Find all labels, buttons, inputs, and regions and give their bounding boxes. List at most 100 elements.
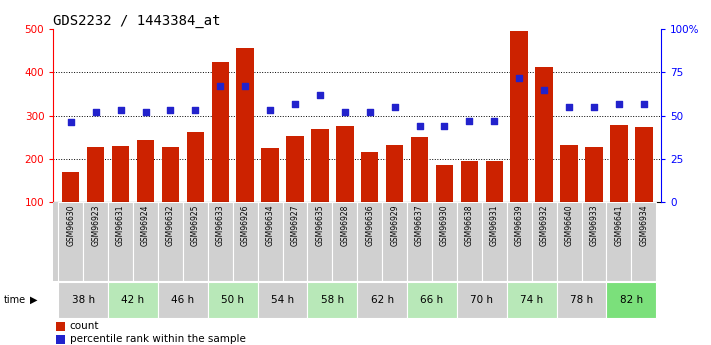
Bar (56, 322, 65, 331)
Bar (432, 202, 457, 281)
Bar (411, 137, 428, 245)
Text: GSM96933: GSM96933 (589, 204, 599, 246)
Bar (457, 202, 482, 281)
Point (90, 109, 102, 115)
Point (289, 101, 301, 106)
Bar (237, 48, 254, 245)
Text: GSM96926: GSM96926 (240, 204, 250, 246)
Bar (332, 202, 357, 281)
Text: GSM96638: GSM96638 (465, 204, 474, 246)
Bar (208, 282, 257, 318)
Text: GSM96639: GSM96639 (515, 204, 524, 246)
Text: GSM96632: GSM96632 (166, 204, 175, 246)
Point (538, 87, 550, 92)
Bar (307, 202, 332, 281)
Text: count: count (70, 322, 100, 331)
Bar (482, 202, 507, 281)
Bar (56, 335, 65, 344)
Bar (183, 202, 208, 281)
Text: GSM96930: GSM96930 (440, 204, 449, 246)
Text: GSM96640: GSM96640 (565, 204, 574, 246)
Bar (407, 282, 457, 318)
Bar (510, 31, 528, 245)
Point (389, 104, 400, 110)
Bar (560, 145, 578, 245)
Point (215, 83, 226, 89)
Bar (407, 202, 432, 281)
Text: GSM96635: GSM96635 (316, 204, 324, 246)
Text: 42 h: 42 h (122, 295, 144, 305)
Text: 78 h: 78 h (570, 295, 593, 305)
Text: GSM96923: GSM96923 (91, 204, 100, 246)
Point (613, 101, 624, 106)
Bar (357, 282, 407, 318)
Bar (262, 148, 279, 245)
Text: GSM96927: GSM96927 (291, 204, 299, 246)
Bar (62, 171, 80, 245)
Text: ▶: ▶ (31, 295, 38, 305)
Bar (631, 202, 656, 281)
Text: 50 h: 50 h (221, 295, 244, 305)
Point (314, 92, 326, 98)
Bar (436, 165, 453, 245)
Bar (457, 282, 507, 318)
Point (464, 118, 475, 124)
Point (439, 123, 450, 129)
Text: GSM96630: GSM96630 (66, 204, 75, 246)
Bar (606, 282, 656, 318)
Text: 62 h: 62 h (370, 295, 394, 305)
Text: 54 h: 54 h (271, 295, 294, 305)
Bar (287, 136, 304, 245)
Bar (535, 67, 553, 245)
Bar (486, 161, 503, 245)
Bar (582, 202, 606, 281)
Bar (610, 126, 628, 245)
Bar (232, 202, 257, 281)
Bar (383, 202, 407, 281)
Point (638, 101, 649, 106)
Bar (158, 282, 208, 318)
Bar (108, 202, 133, 281)
Bar (208, 202, 232, 281)
Point (165, 108, 176, 113)
Text: GSM96924: GSM96924 (141, 204, 150, 246)
Bar (635, 127, 653, 245)
Text: GSM96641: GSM96641 (614, 204, 624, 246)
Point (488, 118, 500, 124)
Text: GSM96932: GSM96932 (540, 204, 549, 246)
Text: GSM96925: GSM96925 (191, 204, 200, 246)
Bar (386, 145, 403, 245)
Point (264, 108, 276, 113)
Text: 58 h: 58 h (321, 295, 344, 305)
Bar (585, 147, 603, 245)
Point (364, 109, 375, 115)
Point (339, 109, 351, 115)
Bar (58, 282, 108, 318)
Text: GSM96934: GSM96934 (639, 204, 648, 246)
Bar (311, 128, 328, 245)
Point (513, 75, 525, 80)
Text: GDS2232 / 1443384_at: GDS2232 / 1443384_at (53, 14, 221, 28)
Bar (307, 282, 357, 318)
Bar (461, 161, 478, 245)
Bar (361, 152, 378, 245)
Bar (606, 202, 631, 281)
Bar (87, 147, 105, 245)
Text: 74 h: 74 h (520, 295, 543, 305)
Bar (557, 202, 582, 281)
Text: GSM96637: GSM96637 (415, 204, 424, 246)
Text: time: time (4, 295, 26, 305)
Text: GSM96633: GSM96633 (215, 204, 225, 246)
Point (414, 123, 425, 129)
Bar (137, 140, 154, 245)
Point (240, 83, 251, 89)
Text: 82 h: 82 h (620, 295, 643, 305)
Bar (112, 146, 129, 245)
Bar (83, 202, 108, 281)
Bar (108, 282, 158, 318)
Bar (357, 202, 383, 281)
Text: GSM96631: GSM96631 (116, 204, 125, 246)
Point (140, 109, 151, 115)
Text: 70 h: 70 h (471, 295, 493, 305)
Point (65, 120, 77, 125)
